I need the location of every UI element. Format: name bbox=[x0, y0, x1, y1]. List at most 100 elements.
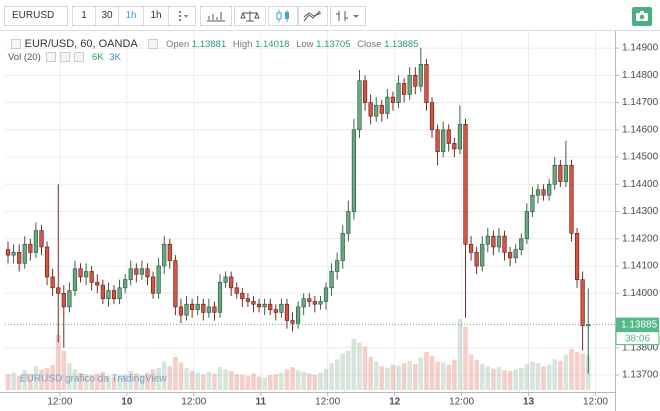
y-tick-label: 1.14300 bbox=[622, 206, 659, 217]
candle-body bbox=[541, 189, 546, 196]
templates-button[interactable] bbox=[298, 6, 328, 26]
candle-body bbox=[502, 235, 507, 253]
volume-bar bbox=[351, 338, 357, 390]
candle-body bbox=[273, 309, 278, 313]
volume-bar bbox=[50, 364, 55, 390]
candle-body bbox=[217, 282, 223, 313]
y-tick-label: 1.14400 bbox=[622, 179, 659, 190]
volume-bar bbox=[89, 375, 94, 390]
volume-name: Vol (20) bbox=[8, 52, 41, 63]
settings-icon[interactable] bbox=[148, 39, 159, 50]
interval-button[interactable]: 1 bbox=[72, 6, 96, 26]
volume-bar bbox=[145, 372, 150, 390]
candle-body bbox=[552, 164, 557, 185]
volume-bar bbox=[507, 371, 513, 390]
volume-bar bbox=[312, 375, 318, 390]
volume-bar bbox=[195, 372, 200, 390]
candle-body bbox=[290, 320, 295, 324]
indicators-button[interactable] bbox=[200, 6, 232, 26]
candle-body bbox=[547, 184, 552, 196]
countdown-label: 38:06 bbox=[625, 333, 650, 344]
candle-body bbox=[530, 194, 535, 212]
x-tick-label: 12:00 bbox=[583, 397, 608, 408]
volume-bar bbox=[580, 353, 585, 390]
volume-bar bbox=[240, 375, 245, 390]
axes: 1.14900 1.14800 1.14700 1.14600 1.14500 1.144… bbox=[5, 43, 660, 408]
grid bbox=[5, 31, 615, 392]
volume-icon[interactable] bbox=[60, 52, 71, 63]
candle-body bbox=[413, 75, 418, 87]
candle-body bbox=[563, 164, 569, 182]
volume-value: 6K bbox=[92, 52, 104, 63]
candle-body bbox=[190, 303, 195, 310]
x-tick-label: 10 bbox=[121, 397, 133, 408]
candle-body bbox=[268, 303, 273, 310]
candle-body bbox=[50, 276, 55, 289]
replay-button[interactable] bbox=[330, 6, 366, 26]
volume-bar bbox=[228, 371, 234, 390]
volume-bar bbox=[122, 374, 128, 390]
candle-body bbox=[418, 64, 423, 87]
volume-bar bbox=[173, 356, 178, 390]
candle-body bbox=[167, 243, 172, 261]
volume-bar bbox=[94, 373, 100, 390]
volume-bar bbox=[61, 350, 67, 390]
volume-bar bbox=[55, 334, 61, 390]
volume-bar bbox=[424, 352, 429, 390]
candle-body bbox=[156, 265, 161, 294]
volume-bar bbox=[390, 364, 396, 390]
y-tick-label: 1.14600 bbox=[622, 124, 659, 135]
interval-button[interactable]: 30 bbox=[95, 6, 119, 26]
candle-body bbox=[106, 290, 111, 300]
volume-bar bbox=[569, 348, 574, 390]
candle-body bbox=[346, 211, 351, 234]
volume-bar bbox=[362, 346, 368, 390]
volume-bar bbox=[139, 375, 145, 390]
candle-body bbox=[139, 268, 145, 275]
volume-bar bbox=[284, 369, 290, 390]
candle-body bbox=[178, 306, 184, 316]
volume-icon[interactable] bbox=[46, 52, 57, 63]
interval-button[interactable]: 1h bbox=[143, 6, 169, 26]
y-tick-label: 1.13700 bbox=[622, 370, 659, 381]
volume-icon[interactable] bbox=[74, 52, 85, 63]
volume-bar bbox=[574, 352, 580, 390]
candle-body bbox=[78, 268, 83, 278]
candle-body bbox=[312, 301, 317, 305]
volume-bar bbox=[485, 366, 491, 390]
volume-bar bbox=[11, 372, 16, 390]
collapse-icon[interactable] bbox=[11, 39, 21, 50]
camera-icon bbox=[636, 11, 648, 21]
volume-bar bbox=[368, 356, 373, 390]
volume-bar bbox=[318, 372, 323, 390]
candle-body bbox=[357, 80, 362, 131]
replay-icon bbox=[336, 11, 359, 21]
compare-button[interactable] bbox=[234, 6, 266, 26]
symbol-input[interactable]: EURUSD bbox=[4, 6, 68, 26]
volume-bar bbox=[39, 369, 44, 390]
volume-bar bbox=[357, 342, 362, 390]
volume-bar bbox=[290, 367, 295, 390]
candle-body bbox=[240, 292, 245, 300]
volume-bar bbox=[217, 367, 223, 390]
candle-body bbox=[22, 243, 27, 264]
snapshot-button[interactable] bbox=[632, 7, 652, 26]
candle-body bbox=[256, 303, 262, 308]
volume-bar bbox=[167, 366, 173, 390]
candle-body bbox=[296, 306, 301, 324]
candle-body bbox=[323, 287, 329, 302]
interval-menu[interactable] bbox=[168, 6, 196, 26]
interval-button[interactable]: 1h bbox=[118, 6, 144, 26]
volume-bar bbox=[401, 363, 407, 390]
chart-style-button[interactable] bbox=[268, 6, 298, 26]
candle-body bbox=[307, 298, 312, 302]
candle-body bbox=[95, 282, 100, 286]
volume-bar bbox=[100, 371, 106, 390]
candle-body bbox=[435, 129, 440, 152]
candle-body bbox=[524, 211, 529, 240]
candle-body bbox=[496, 235, 502, 248]
candle-body bbox=[569, 164, 574, 234]
indicators-icon bbox=[207, 12, 225, 22]
candles-icon bbox=[276, 10, 289, 22]
